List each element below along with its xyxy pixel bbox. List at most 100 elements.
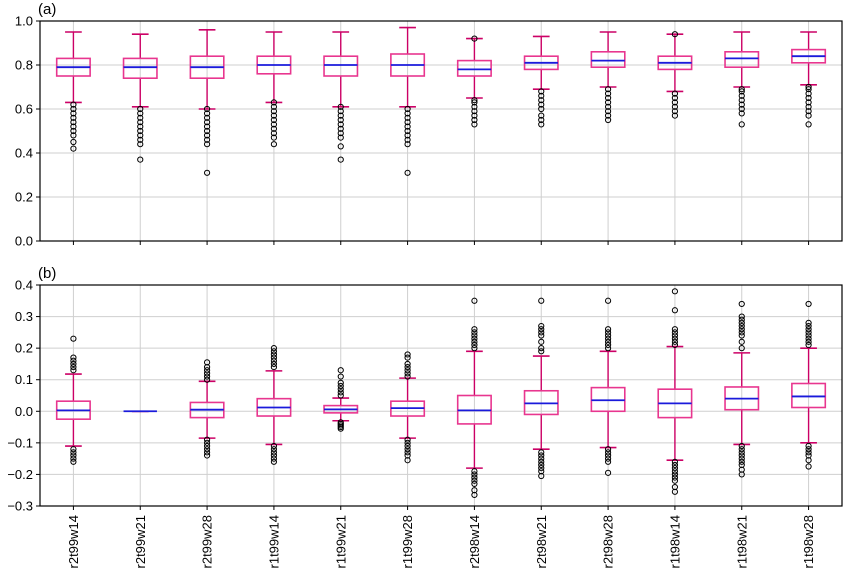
axes-frame [39, 284, 843, 507]
flier-point [604, 90, 612, 97]
flier-point [404, 114, 411, 121]
flier-point [404, 119, 411, 126]
flier-point [805, 300, 812, 308]
flier-point [738, 338, 745, 345]
box-r1t98w14 [657, 31, 693, 119]
flier-point [203, 367, 211, 374]
x-tick-label: r1t98w28 [801, 515, 816, 568]
flier-point [70, 452, 77, 459]
flier-point [805, 86, 812, 93]
flier-point [337, 121, 344, 128]
flier-point [538, 461, 545, 469]
flier-point [738, 326, 745, 333]
flier-point [671, 341, 679, 349]
flier-point [471, 477, 478, 484]
flier-point [471, 116, 478, 124]
flier-point [70, 354, 77, 361]
flier-point [270, 442, 278, 450]
flier-point [137, 156, 144, 163]
flier-point [538, 105, 545, 113]
flier-point [604, 112, 612, 119]
y-tick-label: 0.6 [15, 102, 33, 117]
flier-point [404, 123, 411, 130]
flier-point [404, 367, 411, 374]
flier-point [337, 116, 344, 124]
flier-point [404, 132, 411, 139]
box-r1t99w28 [390, 26, 426, 176]
flier-point [738, 442, 745, 450]
y-tick-label: 0.0 [15, 234, 33, 249]
flier-point [270, 357, 278, 364]
flier-point [404, 136, 411, 143]
flier-point [70, 101, 77, 108]
flier-point [203, 123, 211, 130]
flier-point [538, 112, 545, 119]
flier-point [471, 335, 478, 342]
flier-point [471, 491, 478, 499]
flier-point [270, 449, 278, 456]
box-r1t99w21 [323, 31, 359, 163]
flier-point [337, 112, 344, 119]
x-tick-label: r2t99w14 [66, 515, 81, 568]
flier-point [738, 313, 745, 320]
flier-point [270, 141, 278, 148]
flier-point [471, 121, 478, 128]
flier-point [538, 472, 545, 480]
flier-point [70, 123, 77, 130]
flier-point [471, 338, 478, 345]
flier-point [538, 92, 545, 99]
box-iqr [122, 57, 158, 80]
flier-point [70, 132, 77, 139]
box-r1t98w21 [724, 31, 760, 128]
flier-point [538, 345, 545, 352]
flier-point [805, 463, 812, 470]
flier-point [471, 474, 478, 481]
flier-point [538, 458, 545, 465]
flier-point [203, 452, 211, 459]
y-tick-label: −0.2 [7, 467, 33, 482]
flier-point [671, 288, 679, 295]
flier-point [471, 341, 478, 349]
flier-point [337, 130, 344, 137]
flier-point [538, 88, 545, 95]
y-tick-label: 0.2 [15, 190, 33, 205]
flier-point [404, 127, 411, 135]
flier-point [671, 94, 679, 102]
flier-point [805, 322, 812, 330]
flier-point [70, 458, 77, 465]
flier-point [270, 125, 278, 132]
flier-point [604, 99, 612, 106]
flier-point [538, 332, 545, 339]
x-tick-label: r1t99w21 [333, 515, 348, 568]
y-tick-label: 0.0 [15, 404, 33, 419]
box-r2t99w21 [122, 33, 158, 163]
flier-point [270, 452, 278, 459]
x-tick-label: r1t98w21 [734, 515, 749, 568]
flier-point [203, 373, 211, 380]
flier-point [471, 326, 478, 333]
flier-point [203, 363, 211, 371]
flier-point [738, 105, 745, 113]
flier-point [738, 471, 745, 478]
flier-point [471, 471, 478, 478]
flier-point [404, 449, 411, 456]
panel-b-boxplot: −0.3 −0.2 −0.1 0.0 0.1 0.2 0.3 0.4 r2t99w14 r2t99… [7, 265, 843, 568]
y-tick-label: 0.4 [15, 278, 33, 293]
flier-point [738, 446, 745, 453]
flier-point [738, 458, 745, 465]
flier-point [137, 110, 144, 117]
flier-point [805, 94, 812, 102]
y-tick-label: 0.2 [15, 341, 33, 356]
flier-point [137, 132, 144, 139]
flier-point [337, 156, 344, 163]
flier-point [337, 134, 344, 141]
box-r2t99w14 [55, 335, 91, 465]
x-tick-label: r2t98w28 [601, 515, 616, 568]
flier-point [805, 90, 812, 97]
flier-point [70, 363, 77, 371]
flier-point [270, 112, 278, 119]
flier-point [70, 360, 77, 368]
flier-point [805, 83, 812, 91]
flier-point [203, 436, 211, 443]
